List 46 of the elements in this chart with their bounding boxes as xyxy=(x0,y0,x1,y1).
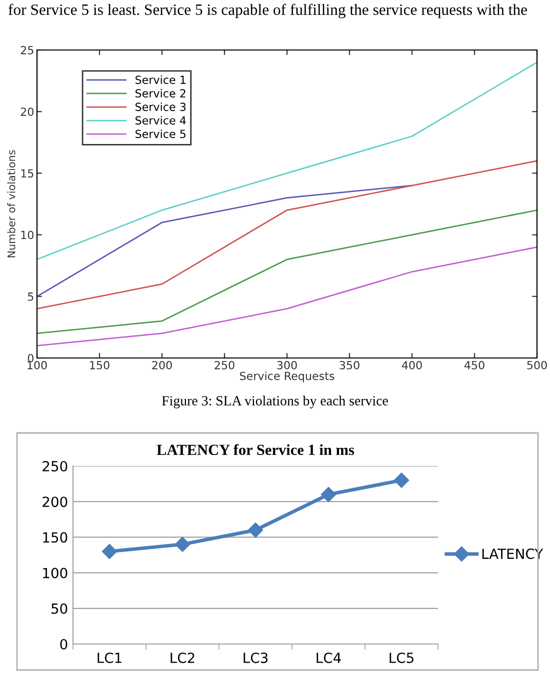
y-tick-label: 200 xyxy=(42,496,68,508)
point xyxy=(394,472,410,488)
x-tick-label: 250 xyxy=(214,360,234,370)
x-tick-label: LC2 xyxy=(170,652,194,664)
line-series xyxy=(37,160,537,310)
y-tick-label: 0 xyxy=(60,638,68,650)
y-tick-label: 10 xyxy=(21,230,34,240)
point xyxy=(102,544,118,560)
caption: Figure 3: SLA violations by each service xyxy=(162,396,388,408)
point xyxy=(320,486,336,502)
legend-label: Service 4 xyxy=(136,116,186,125)
legend-label: Service 5 xyxy=(136,130,186,138)
x-tick-label: LC3 xyxy=(244,652,268,664)
line-series xyxy=(37,184,413,298)
chart-title: LATENCY for Service 1 in ms xyxy=(156,444,354,456)
y-tick-label: 20 xyxy=(20,108,34,116)
text: for Service 5 is least. Service 5 is capable of fulfilling the service requests with the xyxy=(8,4,527,18)
x-tick-label: 500 xyxy=(527,360,547,370)
y-tick-label: 150 xyxy=(43,532,68,543)
y-tick-label: 15 xyxy=(21,169,34,178)
y-tick-label: 25 xyxy=(20,46,34,54)
x-tick-label: LC5 xyxy=(390,652,414,664)
line-series xyxy=(37,246,537,346)
x-axis-title: Service Requests xyxy=(240,372,334,382)
point xyxy=(248,522,264,538)
x-tick-label: LC1 xyxy=(98,652,122,664)
y-tick-label: 5 xyxy=(28,292,34,301)
y-tick-label: 0 xyxy=(28,354,34,362)
point xyxy=(174,536,190,552)
x-tick-label: 400 xyxy=(402,360,422,370)
line-series xyxy=(37,209,537,334)
legend-label: Service 3 xyxy=(136,102,186,112)
x-tick-label: 200 xyxy=(152,360,172,370)
y-tick-label: 100 xyxy=(43,568,68,578)
line-series xyxy=(37,62,537,260)
x-tick-label: 150 xyxy=(90,360,110,370)
legend-label: LATENCY xyxy=(482,548,544,560)
x-tick-label: 350 xyxy=(340,360,360,370)
y-axis-title: Number of violations xyxy=(7,150,16,258)
y-tick-label: 250 xyxy=(42,460,68,472)
x-tick-label: 450 xyxy=(464,360,484,370)
y-tick-label: 50 xyxy=(52,603,68,614)
legend-label: Service 1 xyxy=(136,75,186,84)
x-tick-label: 300 xyxy=(277,360,297,370)
legend-label: Service 2 xyxy=(136,88,186,98)
x-tick-label: LC4 xyxy=(316,652,341,664)
